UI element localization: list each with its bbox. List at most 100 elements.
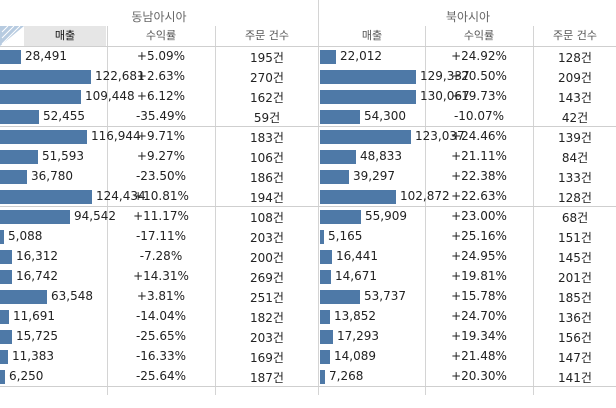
orders-value: 195건 xyxy=(250,51,284,65)
sales-bar[interactable] xyxy=(0,250,12,264)
margin-value: +24.92% xyxy=(451,49,507,63)
table-row: 16,742 +14.31% 269건 14,671 +19.81% 201건 xyxy=(0,267,616,287)
sales-bar[interactable] xyxy=(320,310,330,324)
column-header-margin-sea[interactable]: 수익률 xyxy=(145,29,177,42)
margin-value: +20.50% xyxy=(451,69,507,83)
sales-bar[interactable] xyxy=(320,210,361,224)
sort-ascending-icon[interactable] xyxy=(0,26,24,46)
sales-value: 116,944 xyxy=(91,129,141,143)
margin-value: -14.04% xyxy=(135,309,187,323)
sales-value: 16,742 xyxy=(16,269,58,283)
column-header-sales-na[interactable]: 매출 xyxy=(361,29,383,42)
table-row: 11,383 -16.33% 169건 14,089 +21.48% 147건 xyxy=(0,347,616,367)
sales-bar[interactable] xyxy=(0,150,38,164)
table-row: 5,088 -17.11% 203건 5,165 +25.16% 151건 xyxy=(0,227,616,247)
table-row: 51,593 +9.27% 106건 48,833 +21.11% 84건 xyxy=(0,147,616,167)
orders-value: 209건 xyxy=(558,71,592,85)
orders-value: 194건 xyxy=(250,191,284,205)
margin-value: -17.11% xyxy=(135,229,187,243)
sales-value: 122,681 xyxy=(95,69,145,83)
sales-bar[interactable] xyxy=(0,130,87,144)
orders-value: 133건 xyxy=(558,171,592,185)
sales-bar[interactable] xyxy=(320,290,360,304)
orders-value: 201건 xyxy=(558,271,592,285)
sales-bar[interactable] xyxy=(0,70,91,84)
margin-value: +24.95% xyxy=(451,249,507,263)
margin-value: +3.81% xyxy=(136,289,186,303)
margin-value: +5.09% xyxy=(136,49,186,63)
orders-value: 147건 xyxy=(558,351,592,365)
sales-bar[interactable] xyxy=(320,230,324,244)
margin-value: +9.71% xyxy=(136,129,186,143)
orders-value: 162건 xyxy=(250,91,284,105)
sales-bar[interactable] xyxy=(320,70,416,84)
margin-value: -25.65% xyxy=(135,329,187,343)
sales-bar[interactable] xyxy=(0,190,92,204)
table-row: 15,725 -25.65% 203건 17,293 +19.34% 156건 xyxy=(0,327,616,347)
margin-value: -16.33% xyxy=(135,349,187,363)
sales-value: 16,312 xyxy=(16,249,58,263)
sales-bar[interactable] xyxy=(320,90,416,104)
sales-bar[interactable] xyxy=(0,50,21,64)
table-row: 109,448 +6.12% 162건 130,067 +19.73% 143건 xyxy=(0,87,616,107)
sales-bar[interactable] xyxy=(0,210,70,224)
sales-bar[interactable] xyxy=(320,250,332,264)
sales-bar[interactable] xyxy=(0,350,8,364)
orders-value: 139건 xyxy=(558,131,592,145)
column-header-margin-na[interactable]: 수익률 xyxy=(463,29,495,42)
sales-value: 52,455 xyxy=(43,109,85,123)
orders-value: 145건 xyxy=(558,251,592,265)
orders-value: 270건 xyxy=(250,71,284,85)
sales-value: 53,737 xyxy=(364,289,406,303)
table-row: 124,434 +10.81% 194건 102,872 +22.63% 128건 xyxy=(0,187,616,207)
margin-value: +21.48% xyxy=(451,349,507,363)
sales-bar[interactable] xyxy=(0,290,47,304)
column-header-orders-na[interactable]: 주문 건수 xyxy=(553,29,597,42)
margin-value: -7.28% xyxy=(139,249,183,263)
sales-bar[interactable] xyxy=(320,270,331,284)
sales-bar[interactable] xyxy=(0,110,39,124)
column-divider xyxy=(425,26,426,395)
sales-bar[interactable] xyxy=(320,50,336,64)
margin-value: +11.17% xyxy=(133,209,189,223)
column-header-sales-sea[interactable]: 매출 xyxy=(24,26,106,46)
orders-value: 141건 xyxy=(558,371,592,385)
column-divider xyxy=(533,26,534,395)
sales-bar[interactable] xyxy=(320,130,411,144)
margin-value: -25.64% xyxy=(135,369,187,383)
sales-bar[interactable] xyxy=(320,150,356,164)
sales-value: 102,872 xyxy=(400,189,450,203)
orders-value: 169건 xyxy=(250,351,284,365)
sales-bar[interactable] xyxy=(0,310,9,324)
sales-value: 94,542 xyxy=(74,209,116,223)
margin-value: +20.30% xyxy=(451,369,507,383)
margin-value: +21.11% xyxy=(451,149,507,163)
sales-value: 5,165 xyxy=(328,229,363,243)
sales-value: 123,037 xyxy=(415,129,465,143)
margin-value: +19.34% xyxy=(451,329,507,343)
sales-bar[interactable] xyxy=(0,330,12,344)
sales-value: 124,434 xyxy=(96,189,146,203)
sales-bar[interactable] xyxy=(320,330,333,344)
sales-bar[interactable] xyxy=(320,370,325,384)
sales-value: 129,337 xyxy=(420,69,470,83)
margin-value: +25.16% xyxy=(451,229,507,243)
sales-bar[interactable] xyxy=(0,170,27,184)
group-divider xyxy=(0,386,616,387)
sales-value: 48,833 xyxy=(360,149,402,163)
sales-bar[interactable] xyxy=(320,350,330,364)
sales-bar[interactable] xyxy=(320,110,360,124)
sales-bar[interactable] xyxy=(320,170,349,184)
sales-bar[interactable] xyxy=(0,370,5,384)
sales-bar[interactable] xyxy=(0,270,12,284)
margin-value: +9.27% xyxy=(136,149,186,163)
sales-value: 39,297 xyxy=(353,169,395,183)
margin-value: +22.63% xyxy=(451,189,507,203)
table-row: 94,542 +11.17% 108건 55,909 +23.00% 68건 xyxy=(0,207,616,227)
sales-bar[interactable] xyxy=(0,90,81,104)
table-row: 28,491 +5.09% 195건 22,012 +24.92% 128건 xyxy=(0,47,616,67)
orders-value: 251건 xyxy=(250,291,284,305)
column-header-orders-sea[interactable]: 주문 건수 xyxy=(245,29,289,42)
sales-bar[interactable] xyxy=(320,190,396,204)
sales-bar[interactable] xyxy=(0,230,4,244)
